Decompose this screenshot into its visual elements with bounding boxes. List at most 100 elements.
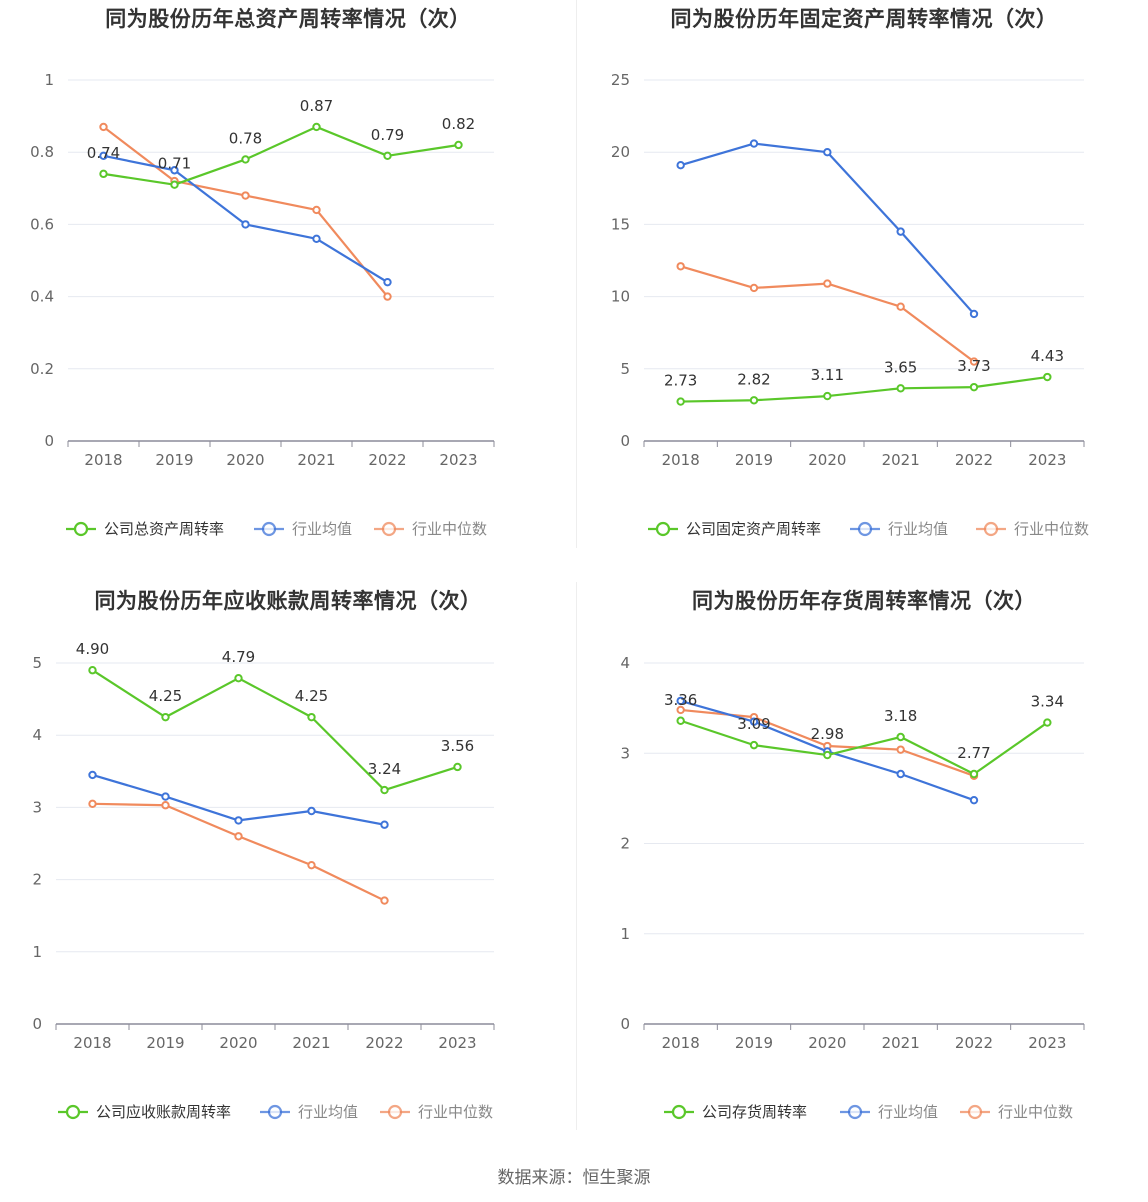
data-point-median bbox=[161, 801, 170, 810]
legend-item-company: 公司应收账款周转率 bbox=[58, 1103, 231, 1121]
y-tick-label: 20 bbox=[611, 143, 630, 161]
chart-title: 同为股份历年应收账款周转率情况（次） bbox=[94, 589, 482, 613]
legend-label: 行业中位数 bbox=[418, 1103, 493, 1121]
legend-label: 行业中位数 bbox=[412, 520, 487, 538]
data-point-mean bbox=[969, 795, 979, 805]
data-point-median bbox=[676, 262, 685, 271]
y-tick-label: 1 bbox=[620, 925, 630, 943]
legend-item-company: 公司存货周转率 bbox=[664, 1103, 807, 1121]
data-label: 4.90 bbox=[76, 640, 109, 658]
data-point-company bbox=[823, 750, 832, 760]
data-label: 2.77 bbox=[957, 744, 990, 762]
data-point-median bbox=[749, 283, 759, 293]
data-point-company bbox=[454, 140, 463, 150]
x-tick-label: 2023 bbox=[1028, 1034, 1066, 1052]
y-tick-label: 5 bbox=[620, 360, 630, 378]
y-tick-label: 0.8 bbox=[30, 143, 54, 161]
legend-marker bbox=[73, 521, 89, 537]
data-point-mean bbox=[161, 792, 170, 801]
y-tick-label: 10 bbox=[611, 288, 630, 306]
data-point-mean bbox=[749, 717, 759, 726]
x-tick-label: 2022 bbox=[955, 1034, 993, 1052]
data-label: 3.65 bbox=[884, 358, 917, 376]
y-tick-label: 3 bbox=[32, 798, 42, 816]
data-point-company bbox=[88, 666, 97, 675]
data-label: 0.71 bbox=[158, 155, 191, 173]
legend-label: 行业均值 bbox=[292, 520, 352, 538]
data-point-mean bbox=[312, 234, 321, 244]
x-tick-label: 2021 bbox=[297, 451, 335, 469]
data-label: 3.11 bbox=[811, 366, 844, 384]
legend-item-mean: 行业均值 bbox=[840, 1103, 938, 1121]
x-tick-label: 2020 bbox=[226, 451, 264, 469]
data-label: 2.73 bbox=[664, 372, 697, 390]
data-point-mean bbox=[88, 770, 97, 780]
line-chart: 0 1 2 3 4 2018 2019 2020 2021 2022 2023 3.36 3.09 2.9… bbox=[620, 654, 1085, 1121]
data-point-median bbox=[234, 832, 243, 841]
x-tick-label: 2020 bbox=[808, 1034, 846, 1052]
data-point-median bbox=[307, 860, 316, 870]
legend-item-median: 行业中位数 bbox=[374, 520, 487, 538]
series-line-mean bbox=[680, 142, 975, 315]
legend-marker bbox=[267, 1104, 283, 1120]
data-label: 4.43 bbox=[1031, 347, 1064, 365]
data-point-mean bbox=[380, 820, 389, 829]
legend-marker bbox=[857, 521, 873, 537]
data-label: 2.82 bbox=[737, 370, 770, 388]
legend-label: 行业均值 bbox=[888, 520, 948, 538]
y-tick-label: 25 bbox=[611, 71, 630, 89]
data-point-mean bbox=[969, 309, 979, 319]
data-point-company bbox=[896, 732, 905, 742]
data-point-mean bbox=[383, 277, 392, 287]
data-point-company bbox=[453, 762, 462, 772]
data-label: 3.09 bbox=[737, 715, 770, 733]
y-tick-label: 0 bbox=[32, 1015, 42, 1033]
data-label: 4.25 bbox=[295, 687, 328, 705]
x-tick-label: 2019 bbox=[735, 451, 773, 469]
data-point-company bbox=[234, 673, 243, 683]
data-point-company bbox=[307, 712, 316, 722]
data-point-company bbox=[969, 382, 979, 392]
legend-item-median: 行业中位数 bbox=[960, 1103, 1073, 1121]
data-point-median bbox=[312, 205, 321, 215]
y-tick-label: 15 bbox=[611, 215, 630, 233]
chart-panel-inventory-turnover: 同为股份历年存货周转率情况（次） 0 1 2 3 4 2018 2019 2020 2021 20… bbox=[584, 582, 1144, 1142]
panel-divider bbox=[576, 0, 577, 548]
data-point-mean bbox=[676, 160, 685, 170]
data-point-company bbox=[170, 180, 179, 189]
data-point-company bbox=[749, 740, 759, 750]
legend-item-median: 行业中位数 bbox=[380, 1103, 493, 1121]
x-tick-label: 2019 bbox=[735, 1034, 773, 1052]
data-point-company bbox=[749, 396, 759, 405]
x-tick-label: 2020 bbox=[219, 1034, 257, 1052]
data-point-median bbox=[823, 279, 832, 288]
data-point-median bbox=[99, 122, 108, 132]
x-tick-label: 2018 bbox=[84, 451, 122, 469]
data-label: 0.82 bbox=[442, 115, 475, 133]
data-point-company bbox=[241, 155, 250, 164]
data-point-company bbox=[896, 384, 905, 393]
legend-marker bbox=[671, 1104, 687, 1120]
legend-marker bbox=[387, 1104, 403, 1120]
x-tick-label: 2021 bbox=[292, 1034, 330, 1052]
data-point-mean bbox=[307, 806, 316, 816]
legend-item-median: 行业中位数 bbox=[976, 520, 1089, 538]
data-point-company bbox=[676, 397, 685, 406]
data-point-company bbox=[1043, 718, 1052, 727]
panel-divider bbox=[576, 582, 577, 1130]
x-tick-label: 2021 bbox=[882, 1034, 920, 1052]
legend-label: 行业中位数 bbox=[998, 1103, 1073, 1121]
data-point-median bbox=[896, 745, 905, 754]
data-point-mean bbox=[896, 769, 905, 779]
data-point-mean bbox=[170, 166, 179, 175]
chart-panel-receivables-turnover: 同为股份历年应收账款周转率情况（次） 0 1 2 3 4 5 2018 2019 2020 202… bbox=[8, 582, 568, 1142]
data-point-company bbox=[969, 769, 979, 779]
y-tick-label: 5 bbox=[32, 654, 42, 672]
series-line-company bbox=[91, 669, 458, 792]
series-line-company bbox=[680, 719, 1048, 776]
legend-label: 公司总资产周转率 bbox=[104, 520, 224, 538]
legend-marker bbox=[381, 521, 397, 537]
y-tick-label: 0 bbox=[620, 1015, 630, 1033]
data-point-company bbox=[312, 122, 321, 132]
data-point-median bbox=[676, 705, 685, 715]
